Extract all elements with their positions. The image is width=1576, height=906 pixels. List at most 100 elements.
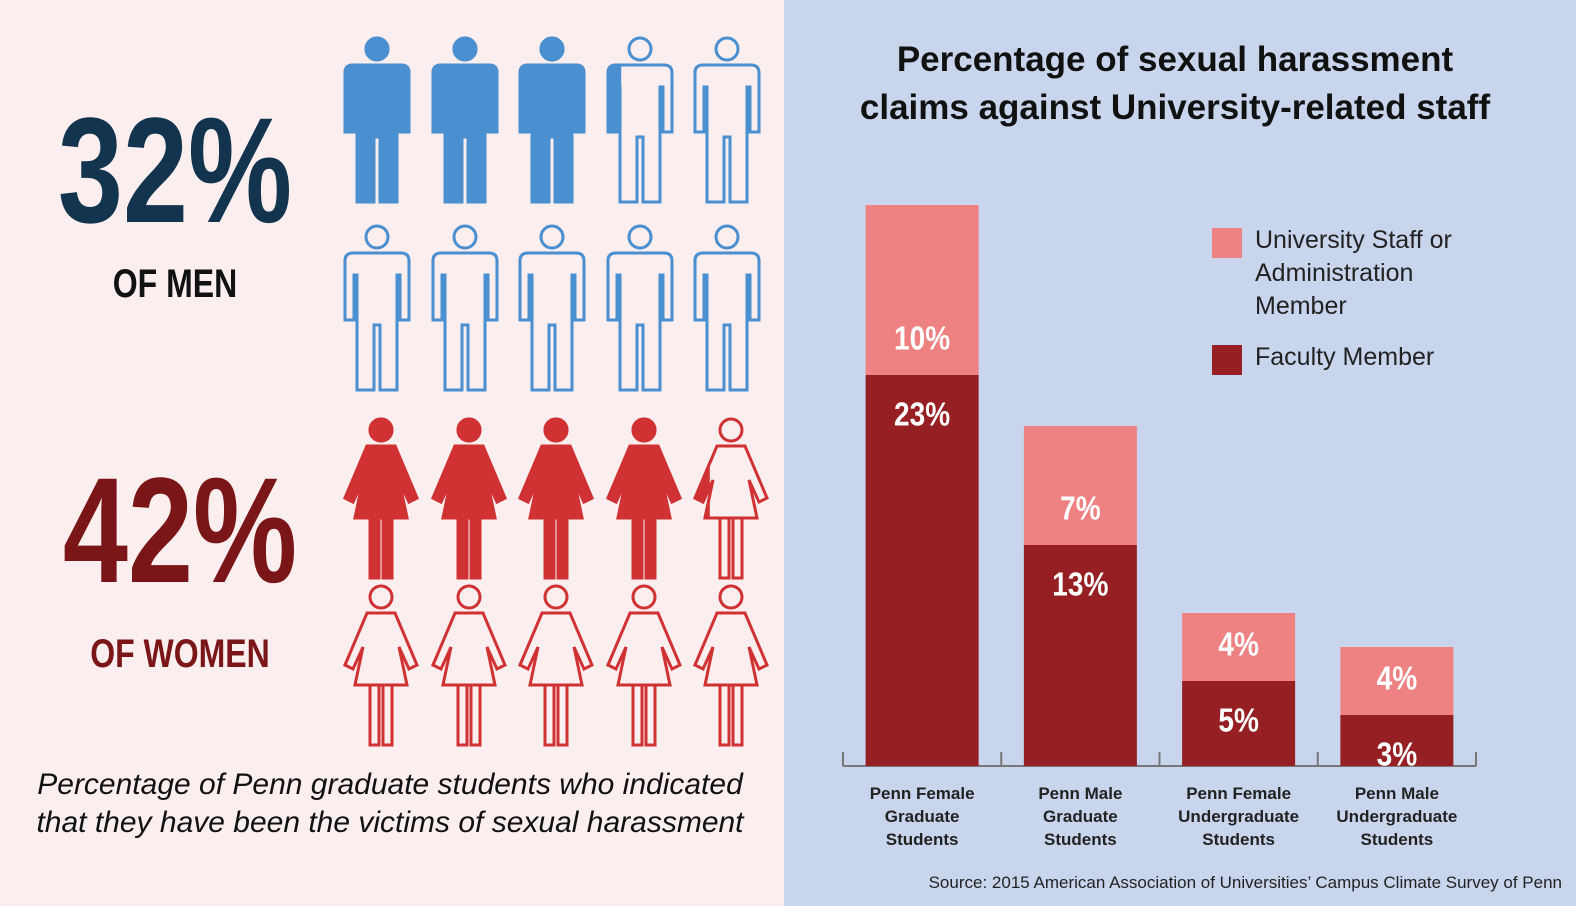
icon-outline: [381, 683, 394, 747]
bar-segment: [865, 375, 979, 766]
caption: Percentage of Penn graduate students who…: [36, 768, 744, 839]
icon-fill: [518, 36, 586, 204]
bar-label: 4%: [1218, 627, 1259, 664]
icon-fill: [431, 417, 507, 580]
icon-outline: [718, 417, 744, 443]
man-icon: [518, 36, 586, 204]
icon-outline: [452, 224, 478, 250]
woman-icon: [693, 417, 769, 580]
x-tick-label: Penn Male Undergraduate Students: [1336, 784, 1458, 849]
icon-fill-shape: [606, 444, 682, 520]
icon-fill-shape: [381, 516, 394, 580]
icon-outline: [543, 683, 556, 747]
icon-outline: [606, 611, 682, 687]
men-percent: 32%: [57, 86, 293, 254]
icon-fill-shape: [368, 417, 394, 443]
icon-outline: [456, 584, 482, 610]
icon-fill: [606, 63, 622, 204]
icon-fill-shape: [631, 417, 657, 443]
bar-segment: [1340, 715, 1454, 766]
icon-fill-shape: [456, 516, 469, 580]
icon-outline: [693, 251, 761, 392]
icon-outline: [606, 251, 674, 392]
woman-icon: [606, 584, 682, 747]
legend-swatch: [1212, 228, 1242, 258]
icon-fill-shape: [518, 444, 594, 520]
women-percent: 42%: [62, 446, 298, 614]
man-icon: [693, 224, 761, 392]
icon-fill-shape: [431, 63, 499, 204]
bar-label: 10%: [894, 321, 950, 358]
bar-label: 7%: [1060, 491, 1101, 528]
bar-label: 23%: [894, 397, 950, 434]
men-caption: OF MEN: [112, 262, 238, 306]
icon-outline: [368, 683, 381, 747]
icon-fill-shape: [556, 516, 569, 580]
icon-fill: [693, 459, 710, 520]
icon-outline: [718, 584, 744, 610]
icon-outline: [539, 224, 565, 250]
icon-fill: [343, 36, 411, 204]
woman-icon: [693, 584, 769, 747]
bar-segment: [1340, 647, 1454, 715]
woman-icon: [431, 417, 507, 580]
woman-icon: [431, 584, 507, 747]
man-icon: [606, 224, 674, 392]
man-icon: [343, 224, 411, 392]
icon-outline: [431, 611, 507, 687]
chart-title: Percentage of sexual harassment claims a…: [859, 40, 1491, 127]
icon-outline: [644, 683, 657, 747]
women-caption: OF WOMEN: [90, 632, 270, 676]
icon-outline: [693, 611, 769, 687]
icon-fill-shape: [543, 516, 556, 580]
man-icon: [693, 36, 761, 204]
icon-fill-shape: [368, 516, 381, 580]
bar-label: 5%: [1218, 703, 1259, 740]
icon-fill-shape: [343, 444, 419, 520]
man-icon: [518, 224, 586, 392]
icon-outline: [718, 683, 731, 747]
x-tick-label: Penn Female Graduate Students: [869, 784, 975, 849]
icon-outline: [693, 63, 761, 204]
bar-segment: [865, 205, 979, 375]
x-tick-label: Penn Male Graduate Students: [1038, 784, 1123, 849]
woman-icon: [606, 417, 682, 580]
icon-outline: [631, 683, 644, 747]
bar-label: 3%: [1377, 737, 1418, 774]
icon-outline: [718, 516, 731, 580]
icon-fill-shape: [606, 63, 622, 204]
icon-outline: [731, 516, 744, 580]
woman-icon: [343, 417, 419, 580]
icon-outline: [368, 584, 394, 610]
bar-segment: [1023, 426, 1137, 545]
icon-fill-shape: [452, 36, 478, 62]
icon-fill-shape: [343, 63, 411, 204]
icon-fill-shape: [539, 36, 565, 62]
icon-fill: [431, 36, 499, 204]
man-icon: [606, 36, 674, 204]
icon-fill: [518, 417, 594, 580]
icon-outline: [543, 584, 569, 610]
bar-segment: [1023, 545, 1137, 766]
bar-label: 13%: [1052, 567, 1108, 604]
man-icon: [431, 36, 499, 204]
icon-outline: [731, 683, 744, 747]
icon-fill-shape: [644, 516, 657, 580]
icon-fill-shape: [518, 63, 586, 204]
icon-fill-shape: [456, 417, 482, 443]
icon-outline: [343, 611, 419, 687]
icon-outline: [469, 683, 482, 747]
icon-outline: [627, 36, 653, 62]
icon-outline: [714, 224, 740, 250]
legend-label: Faculty Member: [1255, 343, 1435, 371]
icon-outline: [627, 224, 653, 250]
icon-outline: [556, 683, 569, 747]
icon-fill-shape: [631, 516, 644, 580]
icon-outline: [631, 584, 657, 610]
icon-outline: [518, 611, 594, 687]
woman-icon: [518, 584, 594, 747]
icon-fill-shape: [543, 417, 569, 443]
icon-outline: [431, 251, 499, 392]
